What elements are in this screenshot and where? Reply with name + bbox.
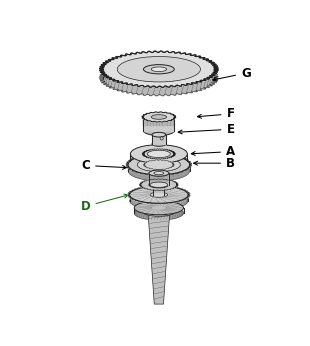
Text: A: A [191,145,235,158]
Ellipse shape [134,201,184,215]
Polygon shape [153,185,164,192]
Ellipse shape [142,206,176,216]
Polygon shape [142,149,175,159]
Ellipse shape [137,158,180,172]
Text: F: F [197,107,234,120]
Ellipse shape [128,155,190,175]
Ellipse shape [151,67,166,72]
Ellipse shape [152,142,166,146]
Ellipse shape [130,186,188,203]
Polygon shape [149,173,169,185]
Text: C: C [81,159,126,172]
Ellipse shape [144,65,174,74]
Polygon shape [152,135,166,144]
Ellipse shape [144,126,174,136]
Polygon shape [100,60,218,96]
Polygon shape [144,117,174,131]
Ellipse shape [147,150,171,158]
Ellipse shape [150,192,168,197]
Ellipse shape [151,115,166,119]
Polygon shape [128,186,190,204]
Ellipse shape [131,152,187,170]
Ellipse shape [131,145,187,163]
Polygon shape [142,112,176,122]
Ellipse shape [104,61,214,95]
Ellipse shape [144,156,174,165]
Ellipse shape [150,182,168,188]
Ellipse shape [104,52,214,86]
Text: B: B [194,157,235,170]
Polygon shape [100,51,218,87]
Polygon shape [126,154,192,175]
Polygon shape [148,213,170,304]
Ellipse shape [128,161,190,181]
Polygon shape [144,160,174,170]
Polygon shape [100,51,218,87]
Ellipse shape [154,172,164,175]
Text: D: D [81,194,128,213]
Ellipse shape [134,206,184,220]
Ellipse shape [130,192,188,209]
Ellipse shape [141,179,177,190]
Ellipse shape [130,186,188,203]
Ellipse shape [117,56,201,82]
Ellipse shape [149,182,169,188]
Ellipse shape [152,133,166,137]
Circle shape [160,137,163,140]
Text: E: E [178,123,234,136]
Text: G: G [213,66,251,81]
Ellipse shape [149,170,169,176]
Polygon shape [140,179,178,191]
